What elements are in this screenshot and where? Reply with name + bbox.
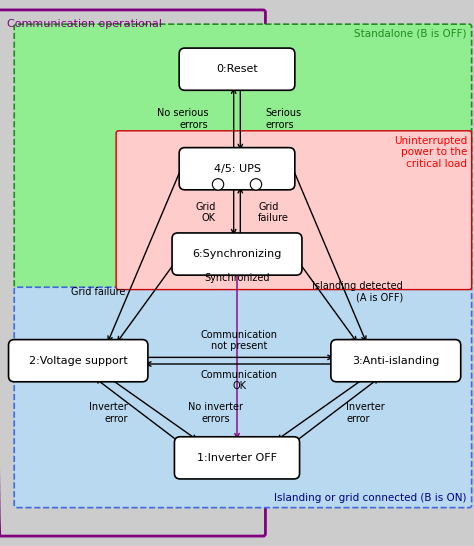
FancyBboxPatch shape [331,340,461,382]
Text: Communication operational: Communication operational [7,20,162,29]
FancyBboxPatch shape [14,24,472,289]
Text: Islanding or grid connected (B is ON): Islanding or grid connected (B is ON) [274,493,467,503]
Text: Synchronized: Synchronized [204,273,270,283]
FancyBboxPatch shape [179,48,295,90]
Text: Grid
OK: Grid OK [195,201,216,223]
Text: No serious
errors: No serious errors [157,108,209,130]
FancyBboxPatch shape [174,437,300,479]
FancyBboxPatch shape [179,147,295,190]
Text: 3:Anti-islanding: 3:Anti-islanding [352,355,439,366]
FancyBboxPatch shape [14,287,472,508]
Text: Grid
failure: Grid failure [258,201,289,223]
Text: 4/5: UPS: 4/5: UPS [213,164,261,174]
Text: 1:Inverter OFF: 1:Inverter OFF [197,453,277,463]
FancyBboxPatch shape [172,233,302,275]
FancyBboxPatch shape [9,340,148,382]
Text: 6:Synchronizing: 6:Synchronizing [192,249,282,259]
Text: 0:Reset: 0:Reset [216,64,258,74]
Text: Grid failure: Grid failure [71,287,126,297]
Text: Inverter
error: Inverter error [89,402,128,424]
Text: Communication
not present: Communication not present [201,330,278,351]
Text: Serious
errors: Serious errors [265,108,301,130]
Circle shape [250,179,262,190]
Text: Islanding detected
(A is OFF): Islanding detected (A is OFF) [312,281,403,303]
Text: Inverter
error: Inverter error [346,402,385,424]
Text: Uninterrupted
power to the
critical load: Uninterrupted power to the critical load [393,135,467,169]
Text: No inverter
errors: No inverter errors [188,402,243,424]
Text: 2:Voltage support: 2:Voltage support [29,355,128,366]
FancyBboxPatch shape [116,131,472,289]
Text: Standalone (B is OFF): Standalone (B is OFF) [355,29,467,39]
Text: Communication
OK: Communication OK [201,370,278,391]
Circle shape [212,179,224,190]
